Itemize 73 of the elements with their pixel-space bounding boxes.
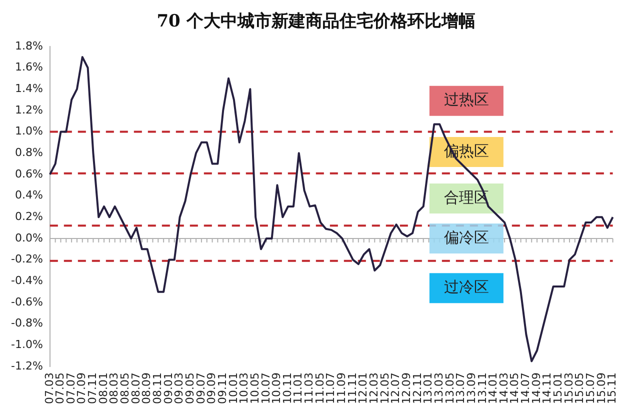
y-tick-label: 1.2% [14,103,43,116]
x-tick-label: 10.09 [270,372,284,404]
y-tick-label: 1.0% [14,124,43,138]
x-tick-label: 13.11 [476,372,489,404]
x-tick-label: 07.07 [64,372,78,404]
y-tick-label: -0.2% [10,252,43,266]
x-tick-label: 11.09 [335,372,348,404]
x-tick-label: 12.03 [368,372,381,404]
x-tick-label: 15.07 [584,372,598,404]
y-tick-label: 0.8% [14,146,43,159]
x-tick-label: 15.09 [594,372,608,404]
x-tick-label: 15.03 [562,372,576,404]
x-tick-label: 15.11 [606,372,619,404]
x-tick-label: 14.11 [540,372,554,404]
x-tick-label: 10.05 [248,372,262,404]
x-tick-label: 08.11 [151,372,164,404]
x-tick-label: 14.09 [530,372,543,404]
x-tick-label: 08.05 [118,372,132,404]
x-tick-label: 08.09 [140,372,154,404]
y-tick-label: 1.8% [14,39,43,52]
x-tick-label: 12.11 [410,372,424,404]
y-tick-label: 0.6% [14,167,43,180]
x-tick-label: 08.01 [96,372,110,404]
x-tick-label: 09.07 [194,372,208,404]
x-tick-label: 10.11 [280,372,294,404]
x-tick-label: 14.07 [519,372,532,404]
y-tick-label: 1.6% [14,60,43,74]
y-tick-label: -0.6% [10,295,43,308]
x-tick-label: 12.01 [356,372,370,404]
x-tick-label: 14.05 [508,372,522,404]
x-tick-label: 10.01 [226,372,240,404]
x-tick-label: 08.03 [108,372,121,404]
x-tick-label: 12.05 [378,372,392,404]
x-tick-label: 11.05 [313,372,326,404]
x-tick-label: 09.03 [172,372,186,404]
x-tick-label: 07.11 [86,372,100,404]
chart-title: 70 个大中城市新建商品住宅价格环比增幅 [156,12,476,32]
x-tick-label: 09.05 [183,372,196,404]
x-tick-label: 07.05 [54,372,67,404]
y-tick-label: 1.4% [14,82,43,95]
x-tick-label: 10.03 [238,372,251,404]
x-tick-label: 11.03 [302,372,316,404]
x-tick-label: 07.09 [75,372,88,404]
x-tick-label: 14.01 [486,372,500,404]
y-tick-label: -1.0% [10,338,43,352]
y-tick-label: -1.2% [10,359,43,372]
y-tick-label: -0.4% [10,274,43,288]
x-tick-label: 12.09 [400,372,413,404]
x-tick-label: 13.03 [432,372,446,404]
x-tick-label: 09.09 [205,372,218,404]
x-tick-label: 13.07 [454,372,468,404]
y-tick-label: 0.2% [14,210,43,223]
x-tick-label: 09.01 [162,372,175,404]
x-tick-label: 14.03 [497,372,510,404]
y-tick-label: 0.4% [14,188,43,202]
x-tick-label: 15.01 [552,372,565,404]
x-tick-label: 13.05 [443,372,456,404]
x-tick-label: 10.07 [259,372,272,404]
x-tick-label: 11.11 [346,372,359,404]
x-tick-label: 13.01 [422,372,435,404]
y-tick-label: 0.0% [14,231,43,244]
x-tick-label: 11.07 [324,372,338,404]
y-tick-label: -0.8% [10,316,43,330]
x-tick-label: 07.03 [42,372,56,404]
annotation: 过热区 [444,90,489,109]
x-tick-label: 11.01 [292,372,305,404]
x-tick-label: 12.07 [389,372,402,404]
x-tick-label: 08.07 [129,372,142,404]
annotation: 偏冷区 [444,228,489,246]
x-tick-label: 13.09 [464,372,478,404]
annotation: 过冷区 [444,278,489,296]
x-tick-label: 15.05 [573,372,586,404]
x-tick-label: 09.11 [216,372,229,404]
